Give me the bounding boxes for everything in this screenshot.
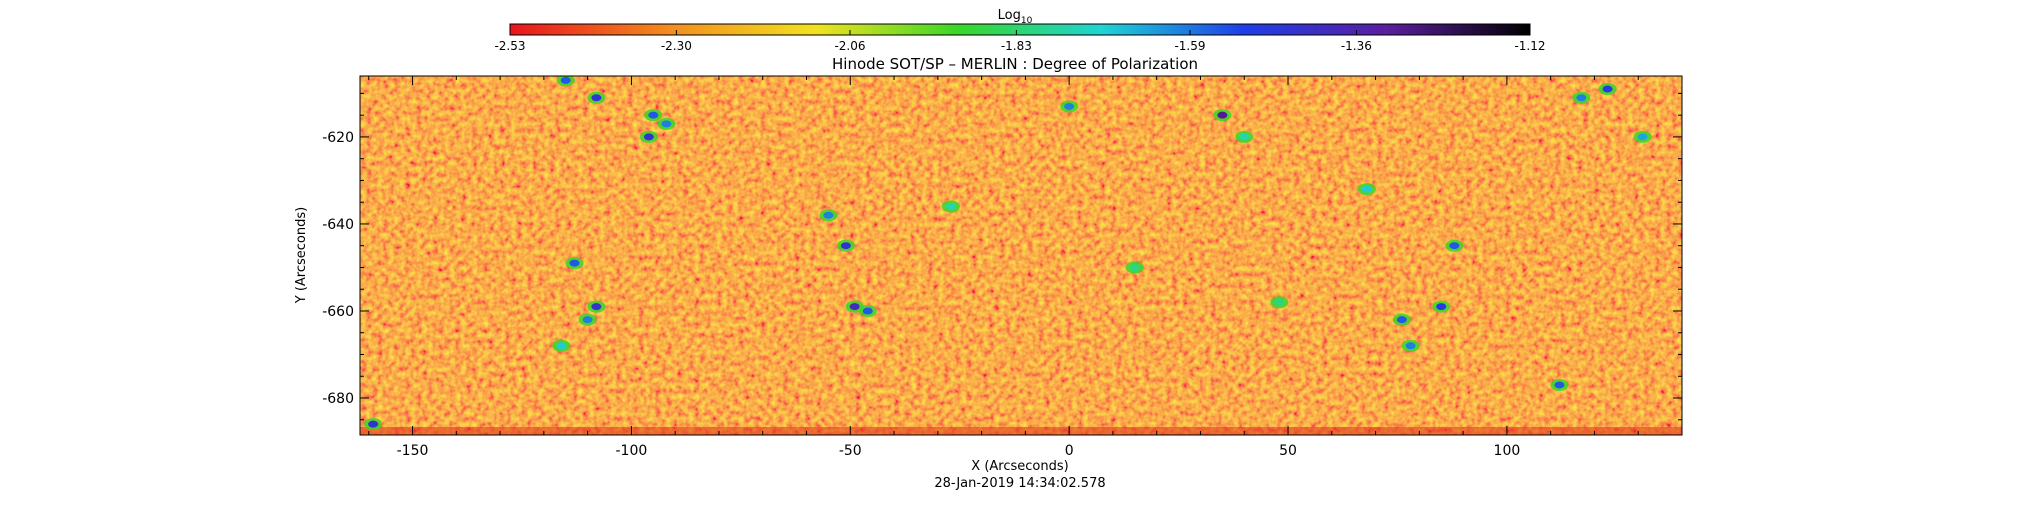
polarization-feature bbox=[1239, 133, 1250, 141]
polarization-feature bbox=[862, 307, 873, 315]
colorbar-tick-label: -2.06 bbox=[834, 39, 865, 53]
y-axis-label: Y (Arcseconds) bbox=[294, 207, 309, 304]
chart-title: Hinode SOT/SP – MERLIN : Degree of Polar… bbox=[832, 55, 1198, 73]
polarization-feature bbox=[560, 76, 571, 84]
polarization-feature bbox=[1576, 94, 1587, 102]
heatmap-field bbox=[360, 76, 1682, 435]
heatmap-bottom-strip bbox=[360, 427, 1682, 435]
polarization-feature bbox=[849, 303, 860, 311]
polarization-feature bbox=[556, 342, 567, 350]
polarization-feature bbox=[591, 94, 602, 102]
y-tick-label: -660 bbox=[322, 304, 354, 320]
polarization-feature bbox=[368, 420, 379, 428]
x-axis-label: X (Arcseconds) bbox=[971, 459, 1068, 474]
colorbar-tick-label: -1.12 bbox=[1514, 39, 1545, 53]
plot-frame bbox=[359, 75, 1683, 436]
polarization-feature bbox=[1129, 263, 1140, 271]
polarization-feature bbox=[1361, 185, 1372, 193]
polarization-feature bbox=[569, 259, 580, 267]
polarization-feature bbox=[945, 203, 956, 211]
polarization-feature bbox=[840, 242, 851, 250]
colorbar-ticks: -2.53 -2.30 -2.06 -1.83 -1.59 -1.36 -1.12 bbox=[494, 30, 1546, 53]
polarization-feature bbox=[1554, 381, 1565, 389]
timestamp: 28-Jan-2019 14:34:02.578 bbox=[934, 476, 1105, 491]
polarization-feature bbox=[1637, 133, 1648, 141]
y-tick-label: -640 bbox=[322, 217, 354, 233]
colorbar-gradient bbox=[509, 23, 1531, 36]
y-tick-label: -680 bbox=[322, 391, 354, 407]
colorbar-tick-label: -2.30 bbox=[661, 39, 692, 53]
polarization-feature bbox=[823, 211, 834, 219]
x-axis: -150 -100 -50 0 50 100 bbox=[368, 76, 1683, 459]
polarization-feature bbox=[1405, 342, 1416, 350]
x-tick-label: 0 bbox=[1065, 443, 1074, 459]
polarization-feature bbox=[1436, 303, 1447, 311]
heatmap-texture bbox=[360, 76, 1682, 435]
x-tick-label: 50 bbox=[1279, 443, 1297, 459]
x-tick-label: 100 bbox=[1494, 443, 1521, 459]
polarization-feature bbox=[1449, 242, 1460, 250]
colorbar-tick-label: -1.59 bbox=[1174, 39, 1205, 53]
polarization-feature bbox=[1274, 298, 1285, 306]
colorbar-tick-label: -2.53 bbox=[494, 39, 525, 53]
polarization-feature bbox=[582, 316, 593, 324]
polarization-feature bbox=[1602, 85, 1613, 93]
x-tick-label: -50 bbox=[839, 443, 862, 459]
polarization-feature bbox=[1396, 316, 1407, 324]
polarization-feature bbox=[648, 111, 659, 119]
y-tick-label: -620 bbox=[322, 130, 354, 146]
colorbar: Log10 -2.53 -2.30 -2.06 -1.83 -1.59 -1.36 -1.1… bbox=[494, 8, 1545, 53]
polarization-feature bbox=[1064, 102, 1075, 110]
colorbar-title: Log10 bbox=[998, 8, 1033, 26]
y-axis: -620 -640 -660 -680 bbox=[322, 92, 1682, 421]
polarization-features bbox=[364, 76, 1652, 431]
colorbar-tick-label: -1.83 bbox=[1001, 39, 1032, 53]
polarization-feature bbox=[643, 133, 654, 141]
colorbar-tick-label: -1.36 bbox=[1341, 39, 1372, 53]
polarization-feature bbox=[1217, 111, 1228, 119]
x-tick-label: -150 bbox=[397, 443, 429, 459]
polarization-feature bbox=[591, 303, 602, 311]
polarization-feature bbox=[661, 120, 672, 128]
x-tick-label: -100 bbox=[616, 443, 648, 459]
